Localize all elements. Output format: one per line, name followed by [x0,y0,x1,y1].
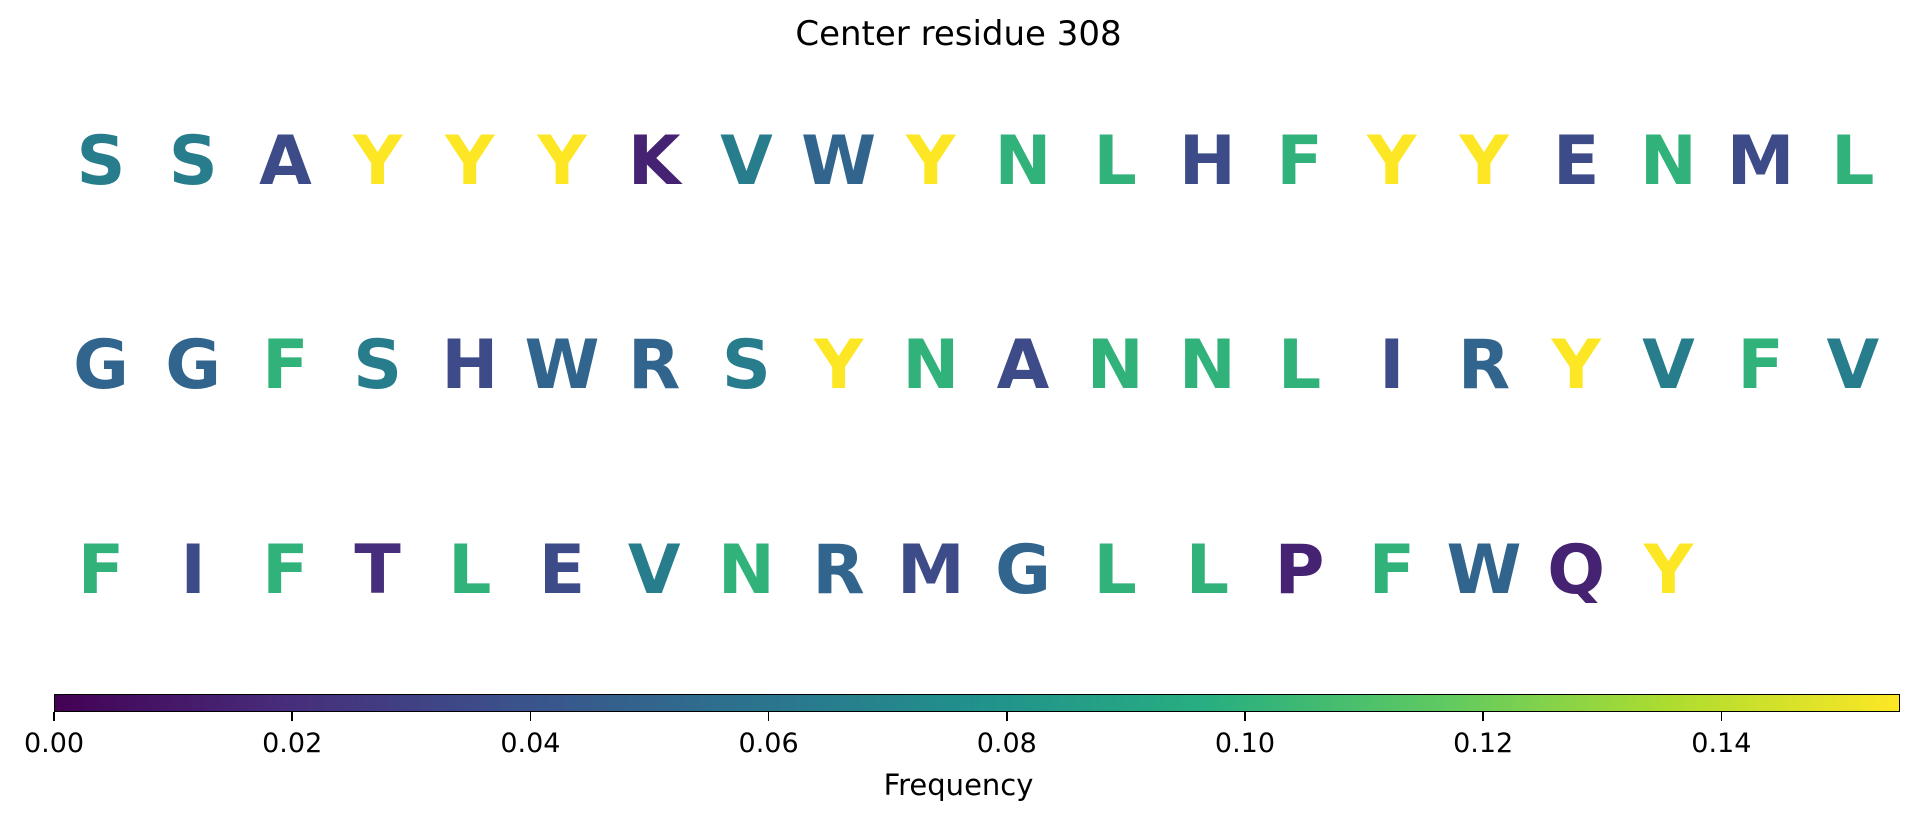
residue-letter: K [627,122,681,201]
colorbar-tick-mark [1244,712,1246,721]
residue-letter: R [628,326,681,405]
colorbar-tick-mark [53,712,55,721]
residue-letter: T [354,531,401,610]
colorbar-tick-mark [1482,712,1484,721]
residue-letter: N [1086,326,1144,405]
residue-letter: W [1446,531,1522,610]
colorbar-tick-label: 0.06 [738,728,799,759]
residue-letter: L [448,531,492,610]
residue-letter: A [996,326,1050,405]
residue-letter: F [1368,531,1416,610]
colorbar-tick-mark [1720,712,1723,721]
residue-letter: F [262,531,309,610]
residue-letter: E [1552,122,1600,201]
residue-letter: H [441,326,499,405]
residue-letter: S [168,122,218,201]
residue-letter: W [524,326,600,405]
residue-letter: G [165,326,222,405]
residue-letter: S [76,122,126,201]
colorbar-label: Frequency [883,768,1034,802]
residue-letter: S [353,326,403,405]
residue-letter: M [1726,122,1795,201]
residue-letter: G [73,326,129,405]
residue-letter: L [1093,122,1137,201]
residue-letter: G [995,531,1051,610]
colorbar-gradient [55,695,1899,711]
residue-letter: V [627,531,681,610]
residue-letter: R [812,531,865,610]
residue-letter: Y [1459,122,1509,201]
colorbar-tick-label: 0.12 [1453,728,1514,759]
residue-letter: L [1831,122,1875,201]
residue-letter: F [77,531,125,610]
residue-letter: Y [813,326,864,405]
residue-letter: S [721,326,771,405]
colorbar-tick-mark [1006,712,1008,721]
residue-letter: L [1185,531,1230,610]
residue-letter: H [1178,122,1236,201]
colorbar-tick-label: 0.02 [262,728,323,759]
colorbar-tick-label: 0.10 [1214,728,1276,759]
colorbar-tick-mark [529,712,532,721]
residue-letter: N [994,122,1052,201]
residue-letter: M [896,531,965,610]
residue-letter: W [801,122,877,201]
residue-letter: L [1093,531,1137,610]
residue-letter: V [720,122,773,201]
residue-letter: F [1737,326,1784,405]
residue-letter: N [902,326,960,405]
colorbar [54,694,1900,712]
residue-letter: L [1277,326,1322,405]
chart-title: Center residue 308 [795,14,1122,54]
residue-letter: I [1379,326,1405,405]
residue-letter: Y [906,122,956,201]
colorbar-tick-label: 0.04 [500,728,561,759]
residue-letter: Y [352,122,403,201]
colorbar-tick-mark [291,712,293,721]
residue-letter: E [538,531,586,610]
residue-letter: P [1274,531,1325,610]
residue-letter: Y [1551,326,1601,405]
colorbar-tick-label: 0.00 [23,728,85,759]
colorbar-tick-label: 0.08 [976,728,1037,759]
residue-letter: N [1178,326,1236,405]
residue-letter: Y [1643,531,1694,610]
residue-letter: Y [445,122,495,201]
residue-letter: V [1642,326,1695,405]
residue-letter: Y [1367,122,1417,201]
residue-letter: N [717,531,775,610]
colorbar-tick-mark [767,712,770,721]
residue-letter: N [1639,122,1697,201]
residue-letter: Q [1547,531,1606,610]
colorbar-tick-label: 0.14 [1691,728,1752,759]
residue-letter: F [1276,122,1323,201]
residue-letter: I [180,531,206,610]
residue-letter: A [259,122,312,201]
residue-letter: V [1826,326,1880,405]
residue-letter: Y [537,122,587,201]
residue-letter: R [1457,326,1511,405]
residue-letter: F [262,326,309,405]
